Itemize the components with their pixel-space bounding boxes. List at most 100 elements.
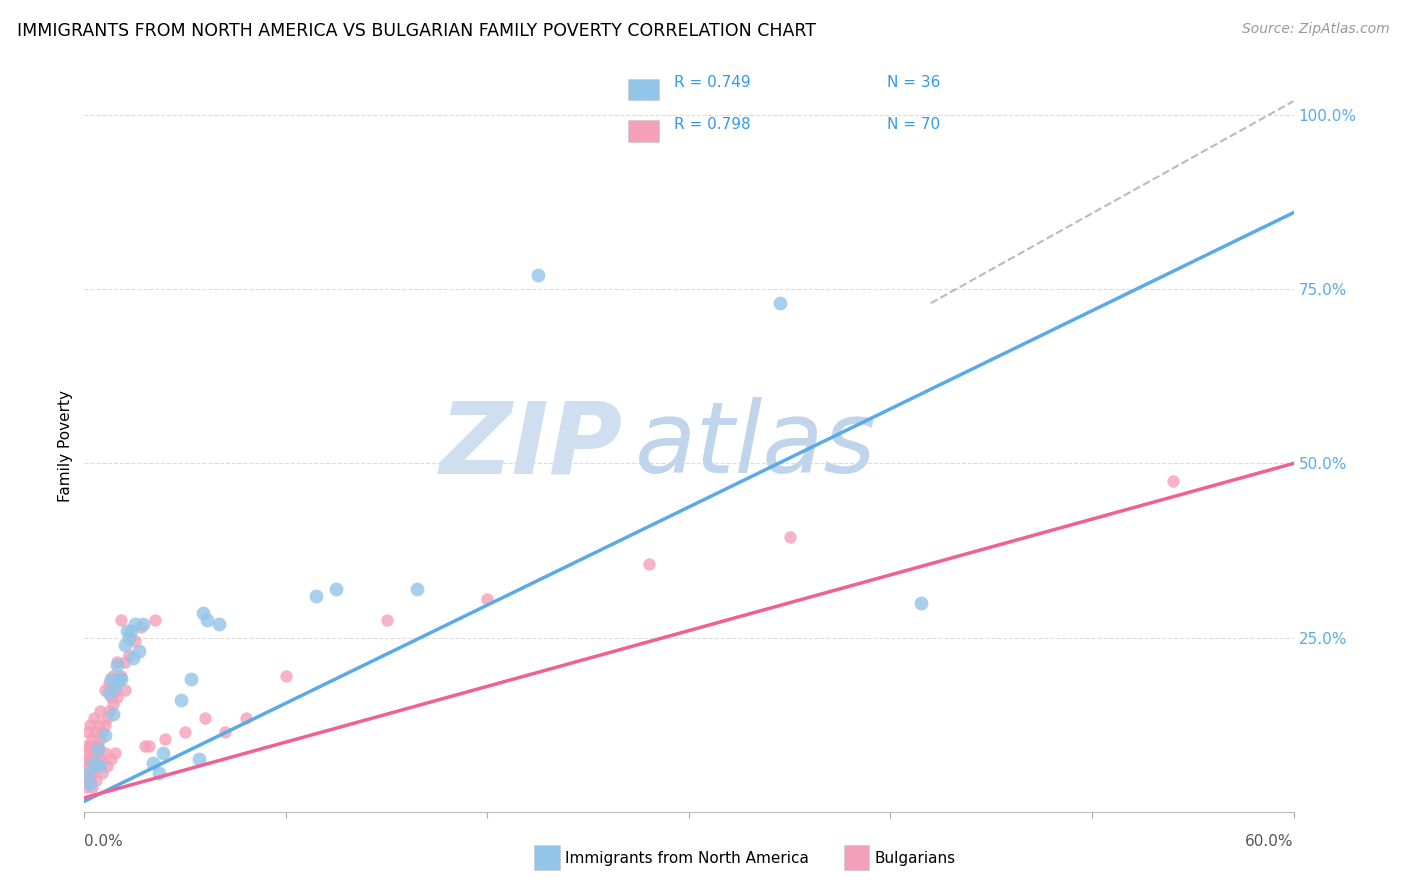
Point <box>325 582 347 596</box>
Point <box>97 704 120 718</box>
Point <box>110 669 132 683</box>
Point <box>101 669 124 683</box>
Point <box>120 624 142 638</box>
Point <box>75 752 97 766</box>
Point <box>79 752 101 766</box>
Point <box>134 739 156 753</box>
Point <box>97 686 120 700</box>
Point <box>79 717 101 731</box>
Point <box>910 596 932 610</box>
Point <box>100 752 122 766</box>
Point <box>637 558 659 572</box>
Point <box>77 746 100 760</box>
Point <box>87 742 110 756</box>
Point <box>77 766 100 780</box>
Point <box>138 739 160 753</box>
Point <box>110 673 132 687</box>
Point <box>115 624 138 638</box>
Point <box>93 717 115 731</box>
Point <box>89 752 111 766</box>
Point <box>96 711 118 725</box>
Point <box>83 711 105 725</box>
Point <box>129 620 152 634</box>
Point <box>82 766 104 780</box>
Point <box>105 655 128 669</box>
Point <box>87 717 110 731</box>
Point <box>93 728 115 742</box>
Point <box>79 773 101 788</box>
Point <box>194 711 217 725</box>
Point <box>87 739 110 753</box>
Point <box>128 644 150 658</box>
Point <box>114 682 136 697</box>
Point <box>114 638 136 652</box>
Point <box>406 582 429 596</box>
Point <box>779 530 801 544</box>
Point <box>83 756 105 770</box>
Point <box>79 739 101 753</box>
Point <box>93 682 115 697</box>
Text: 0.0%: 0.0% <box>84 834 124 849</box>
Point <box>82 731 104 746</box>
Point <box>235 711 257 725</box>
Text: IMMIGRANTS FROM NORTH AMERICA VS BULGARIAN FAMILY POVERTY CORRELATION CHART: IMMIGRANTS FROM NORTH AMERICA VS BULGARI… <box>17 22 815 40</box>
Point <box>91 766 114 780</box>
Point <box>82 780 104 795</box>
Text: Source: ZipAtlas.com: Source: ZipAtlas.com <box>1241 22 1389 37</box>
Point <box>1161 474 1184 488</box>
Point <box>143 613 166 627</box>
Point <box>101 697 124 711</box>
Point <box>97 676 120 690</box>
Point <box>77 759 100 773</box>
Point <box>214 724 236 739</box>
Point <box>148 766 170 780</box>
Point <box>105 658 128 673</box>
Text: Bulgarians: Bulgarians <box>875 851 956 865</box>
Point <box>124 616 146 631</box>
Point <box>100 690 122 704</box>
Point <box>110 613 132 627</box>
Point <box>89 704 111 718</box>
Point <box>114 655 136 669</box>
Point <box>83 739 105 753</box>
Point <box>375 613 398 627</box>
Point <box>101 707 124 722</box>
Point <box>82 746 104 760</box>
Point <box>193 606 215 620</box>
Point <box>152 746 174 760</box>
Point <box>188 752 211 766</box>
Point <box>75 780 97 795</box>
Point <box>93 746 115 760</box>
Text: Immigrants from North America: Immigrants from North America <box>565 851 808 865</box>
Point <box>118 648 141 662</box>
Point <box>83 752 105 766</box>
Point <box>121 651 143 665</box>
Point <box>180 673 202 687</box>
Point <box>195 613 218 627</box>
Point <box>86 773 108 788</box>
Point <box>83 759 105 773</box>
Point <box>86 746 108 760</box>
Text: 60.0%: 60.0% <box>1246 834 1294 849</box>
Point <box>208 616 231 631</box>
Text: atlas: atlas <box>634 398 876 494</box>
Point <box>170 693 193 707</box>
Point <box>477 592 499 607</box>
Point <box>87 759 110 773</box>
Point <box>305 589 328 603</box>
Point <box>104 682 127 697</box>
Point <box>91 724 114 739</box>
Point <box>274 669 297 683</box>
Point <box>105 690 128 704</box>
Point <box>100 673 122 687</box>
Point <box>174 724 197 739</box>
Point <box>79 777 101 791</box>
Point <box>77 766 100 780</box>
Point <box>107 673 129 687</box>
Point <box>104 746 127 760</box>
Point <box>96 759 118 773</box>
Point <box>89 731 111 746</box>
Y-axis label: Family Poverty: Family Poverty <box>58 390 73 502</box>
Point <box>77 724 100 739</box>
Point <box>89 759 111 773</box>
